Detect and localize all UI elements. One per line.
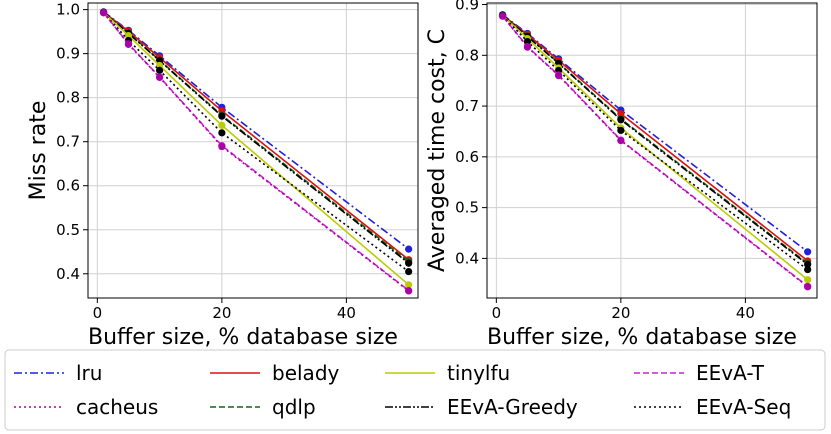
y-axis-label: Averaged time cost, C [425,29,450,272]
data-point-cacheus [617,136,625,145]
data-point-eeva-greedy [617,116,625,124]
data-point-lru [405,245,413,253]
data-point-eeva-greedy [218,112,226,120]
series-line-cacheus [501,15,809,288]
series-line-eeva-t [102,12,410,292]
data-point-eeva-seq [617,126,625,135]
legend-label-tinylfu: tinylfu [447,361,510,385]
data-point-eeva-seq [218,129,226,137]
data-point-cacheus [405,287,413,295]
legend-label-eeva-greedy: EEvA-Greedy [447,395,578,419]
y-tick-label: 1.0 [56,1,80,19]
legend-label-cacheus: cacheus [76,395,158,419]
series-line-belady [502,14,809,262]
y-tick-label: 0.6 [56,177,80,195]
data-point-tinylfu [218,121,226,130]
data-point-eeva-greedy [405,259,413,267]
data-point-tinylfu [804,276,812,284]
data-point-cacheus [555,72,563,80]
data-point-cacheus [218,142,226,151]
x-tick-label: 40 [337,304,356,322]
y-tick-label: 0.9 [455,0,479,14]
x-tick-label: 40 [736,304,755,322]
series-line-lru [502,14,809,253]
data-point-eeva-seq [405,267,413,276]
y-tick-label: 0.8 [455,46,479,64]
y-tick-label: 0.7 [56,133,80,151]
legend-frame [4,349,826,431]
data-point-tinylfu [405,281,413,289]
x-axis-label: Buffer size, % database size [487,325,797,350]
y-tick-label: 0.5 [56,221,80,239]
legend-label-eeva-seq: EEvA-Seq [696,395,791,419]
data-point-cacheus [804,283,812,291]
x-tick-label: 20 [212,304,231,322]
plot-frame [486,2,818,299]
data-point-lru [804,248,812,256]
series-line-lru [103,11,410,250]
x-tick-label: 0 [492,304,502,322]
legend-label-qdlp: qdlp [272,395,316,419]
y-tick-label: 0.8 [56,89,80,107]
y-tick-label: 0.6 [455,148,479,166]
x-tick-label: 0 [93,304,103,322]
y-tick-label: 0.4 [455,249,479,267]
legend: lru belady tinylfu EEvA-T cacheus qdlp EEvA-Gr… [4,349,826,431]
data-point-cacheus [99,9,108,17]
series-line-cacheus [102,12,410,292]
plot-frame [87,2,419,299]
data-point-belady [617,110,625,118]
data-point-cacheus [156,73,164,82]
x-axis-label: Buffer size, % database size [88,325,398,350]
data-point-eeva-greedy [804,260,812,269]
data-point-eeva-seq [156,66,164,74]
series-line-belady [103,11,410,261]
chart-panel-1: 0 20 40 0.4 0.5 0.6 0.7 0.8 0.9 1.0 Buffer size, %… [26,1,419,350]
y-axis-label: Miss rate [26,101,51,201]
data-point-eeva-seq [523,37,532,46]
legend-label-belady: belady [272,361,340,385]
data-point-cacheus [124,40,133,48]
legend-label-lru: lru [76,361,102,385]
data-point-eeva-seq [804,265,812,274]
y-tick-label: 0.5 [455,199,479,217]
x-tick-label: 20 [611,304,630,322]
data-point-cacheus [498,12,507,20]
y-tick-label: 0.7 [455,97,479,115]
y-tick-label: 0.4 [56,265,80,283]
series-line-eeva-t [501,15,809,287]
y-tick-label: 0.9 [56,45,80,63]
chart-panel-2: 0 20 40 0.4 0.5 0.6 0.7 0.8 0.9 Buffer size, % da… [425,0,818,350]
data-point-cacheus [523,43,532,51]
legend-label-eeva-t: EEvA-T [696,361,765,385]
